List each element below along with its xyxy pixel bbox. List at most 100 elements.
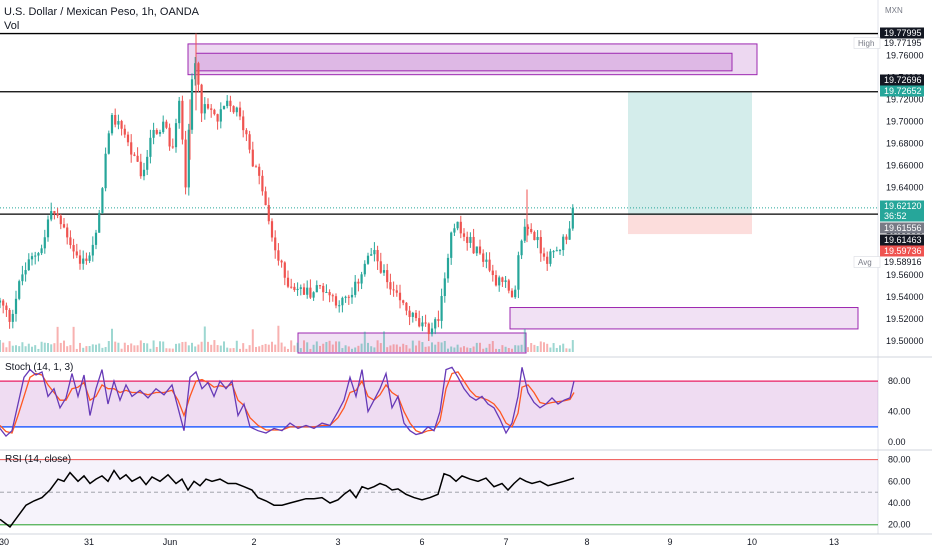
volume-bar — [264, 343, 267, 352]
candle-body — [43, 237, 46, 249]
volume-bar — [203, 326, 206, 352]
candle-body — [318, 285, 322, 287]
stoch-tick-label: 0.00 — [888, 437, 906, 447]
volume-bar — [242, 343, 245, 352]
volume-bar — [194, 346, 197, 352]
volume-bar — [543, 342, 545, 352]
candle-body — [434, 319, 437, 329]
candle-body — [107, 133, 110, 154]
symbol-title: U.S. Dollar / Mexican Peso, 1h, OANDA — [4, 6, 200, 18]
candle-body — [523, 226, 526, 241]
candle-body — [402, 300, 405, 303]
volume-bar — [504, 346, 507, 352]
candle-body — [488, 259, 491, 271]
candle-body — [158, 132, 162, 134]
volume-bar — [255, 346, 257, 352]
volume-bar — [367, 342, 369, 352]
volume-bar — [450, 346, 453, 352]
volume-bar — [530, 343, 533, 352]
stoch-k-line — [0, 366, 575, 438]
volume-bar — [408, 348, 411, 352]
volume-bar — [85, 346, 88, 352]
candle-body — [197, 63, 200, 85]
candle-body — [498, 277, 501, 286]
volume-bar — [136, 345, 139, 352]
price-tag — [880, 74, 924, 86]
volume-bar — [258, 346, 261, 352]
time-tick-label: 13 — [829, 537, 839, 547]
volume-bar — [152, 340, 155, 352]
candle-body — [418, 318, 421, 327]
volume-bar — [178, 343, 181, 352]
candle-body — [328, 292, 331, 296]
candle-body — [437, 319, 440, 321]
candle-body — [280, 260, 283, 263]
volume-bar — [459, 347, 462, 352]
candle-body — [514, 289, 517, 298]
candle-body — [98, 212, 101, 233]
volume-bar — [562, 343, 565, 352]
volume-bar — [5, 347, 8, 352]
volume-bar — [50, 344, 53, 352]
volume-bar — [59, 342, 62, 352]
volume-bar — [88, 346, 91, 352]
volume-bar — [363, 331, 366, 352]
volume-label: Vol — [4, 20, 20, 32]
candle-body — [123, 128, 126, 135]
volume-bar — [82, 347, 85, 352]
candle-body — [261, 175, 264, 192]
volume-bar — [485, 347, 488, 352]
candle-body — [485, 259, 488, 262]
candle-body — [2, 300, 5, 306]
candle-body — [472, 236, 475, 254]
candle-body — [373, 249, 376, 255]
volume-bar — [549, 347, 552, 352]
candle-body — [427, 323, 430, 335]
price-tick-label: 19.64000 — [886, 182, 924, 192]
volume-bar — [475, 342, 478, 352]
candle-body — [146, 156, 149, 170]
volume-bar — [24, 346, 27, 352]
candle-body — [542, 253, 546, 257]
volume-bar — [536, 346, 539, 352]
volume-bar — [168, 348, 171, 352]
price-tag-label-box — [853, 256, 881, 268]
volume-bar — [523, 328, 526, 352]
volume-bar — [360, 343, 363, 352]
candle-body — [491, 270, 494, 276]
candle-body — [453, 228, 456, 233]
candle-body — [386, 270, 389, 283]
candle-body — [539, 236, 542, 254]
price-tag-value: 19.77195 — [884, 38, 922, 48]
volume-bar — [104, 347, 107, 352]
volume-bar — [456, 344, 459, 352]
volume-bar — [415, 345, 417, 352]
volume-bar — [31, 346, 33, 352]
volume-bar — [328, 340, 331, 352]
volume-bar — [399, 346, 401, 352]
volume-bar — [184, 341, 187, 352]
volume-bar — [66, 346, 69, 352]
candle-body — [149, 137, 152, 157]
volume-bar — [296, 342, 299, 352]
candle-body — [104, 153, 107, 189]
price-tag-value: 19.58916 — [884, 257, 922, 267]
candle-body — [462, 233, 466, 237]
candle-body — [5, 305, 8, 310]
volume-bar — [354, 347, 357, 352]
volume-bar — [440, 342, 443, 352]
volume-bar — [351, 348, 353, 352]
candle-body — [248, 134, 251, 150]
volume-bar — [402, 343, 405, 352]
candle-body — [350, 294, 354, 298]
candle-body — [334, 296, 338, 306]
candle-body — [517, 255, 520, 290]
volume-bar — [95, 344, 97, 352]
price-tag — [880, 245, 924, 257]
rsi-tick-label: 60.00 — [888, 476, 911, 486]
time-tick-label: 9 — [667, 537, 672, 547]
rsi-tick-label: 80.00 — [888, 455, 911, 465]
candle-body — [290, 286, 293, 288]
volume-bar — [427, 346, 430, 352]
